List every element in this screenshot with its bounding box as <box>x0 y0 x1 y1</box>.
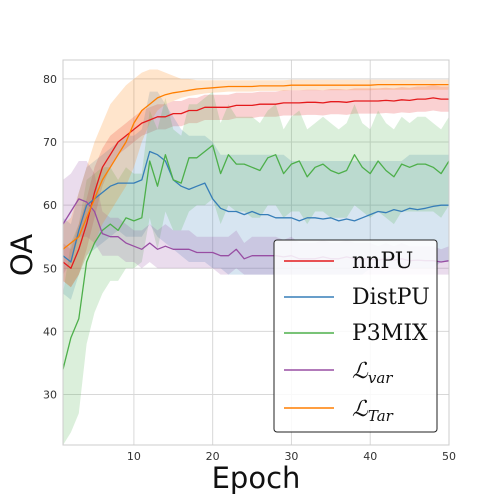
x-tick-labels: 10 20 30 40 50 <box>127 450 456 463</box>
y-tick-labels: 30 40 50 60 70 80 <box>43 73 57 402</box>
y-tick-label: 70 <box>43 136 57 149</box>
y-tick-label: 80 <box>43 73 57 86</box>
legend: nnPU DistPU P3MIX ℒvar ℒTar <box>273 239 438 433</box>
plot-frame <box>62 59 450 446</box>
series-line-distpu <box>62 150 449 263</box>
series-line-p3mix <box>62 144 450 370</box>
legend-label-distpu: DistPU <box>352 285 430 310</box>
series-line-ltar <box>62 83 449 250</box>
x-axis-title: Epoch <box>212 461 301 495</box>
x-tick-label: 50 <box>442 450 456 463</box>
legend-label-nnpu: nnPU <box>352 249 413 274</box>
y-tick-label: 30 <box>43 389 57 402</box>
y-tick-label: 60 <box>43 199 57 212</box>
y-tick-label: 50 <box>43 262 57 275</box>
legend-label-lvar: ℒvar <box>352 359 393 387</box>
series-line-nnpu <box>62 97 449 269</box>
x-tick-label: 10 <box>127 450 141 463</box>
x-tick-label: 30 <box>284 450 298 463</box>
band-nnpu <box>63 85 449 288</box>
legend-label-p3mix: P3MIX <box>352 321 428 346</box>
y-axis-title: OA <box>5 234 39 276</box>
y-tick-label: 40 <box>43 325 57 338</box>
x-tick-label: 40 <box>363 450 377 463</box>
x-tick-label: 20 <box>206 450 220 463</box>
legend-label-ltar: ℒTar <box>352 397 394 425</box>
legend-box <box>273 239 438 433</box>
